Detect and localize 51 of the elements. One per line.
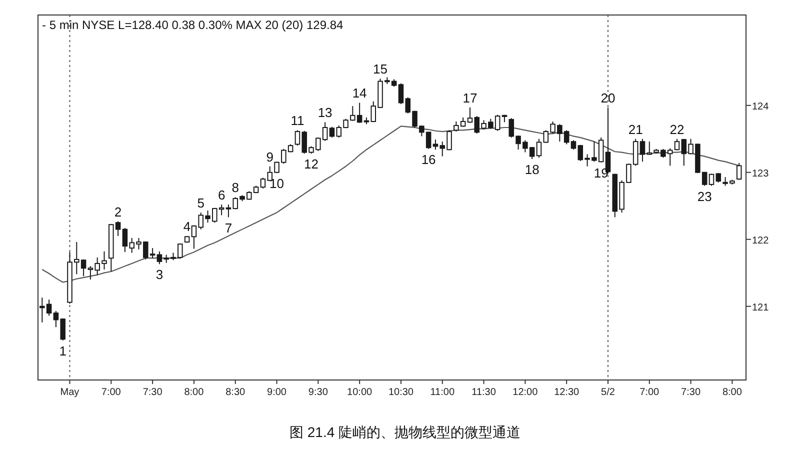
text: 1 [59,343,66,358]
text: 13 [318,105,332,120]
y-tick-label: 122 [752,235,770,246]
x-tick-label: 10:00 [347,387,373,398]
x-tick-label: 11:00 [430,387,455,398]
candlestick [640,138,646,162]
x-tick-label: May [60,387,80,398]
x-tick-label: 9:00 [267,387,287,398]
y-tick-label: 124 [752,101,770,112]
text: 22 [670,122,684,137]
text: 12 [304,156,318,172]
text: 9 [266,149,274,164]
text: 15 [373,62,388,77]
text: 19 [594,165,608,180]
x-tick-label: 9:30 [308,387,328,398]
x-tick-label: 12:30 [554,387,580,398]
text: 5 [197,196,204,211]
x-tick-label: 7:00 [640,387,660,398]
text: 18 [524,162,540,177]
x-tick-label: 8:00 [722,387,742,398]
caption: 图 21.4 陡峭的、抛物线型的微型通道 [289,424,521,440]
text: 23 [697,188,712,204]
text: 16 [421,152,436,167]
text: 10 [270,176,284,192]
text: 17 [462,90,478,106]
candlestick [736,162,742,180]
text: 3 [156,267,164,282]
x-tick-label: 7:30 [142,387,163,398]
candlestick [716,172,722,183]
x-tick-label: 5/2 [601,387,616,398]
text: 20 [600,90,616,106]
text: 6 [218,188,226,203]
candlestick [708,173,714,186]
x-tick-label: 10:30 [388,387,414,398]
y-tick-label: 121 [752,302,770,314]
x-tick-label: 11:30 [472,387,496,398]
x-tick-label: 7:00 [101,387,122,398]
x-tick-label: 8:30 [226,387,246,398]
text: 8 [232,180,239,196]
text: 4 [183,219,191,234]
x-tick-label: 7:30 [681,387,701,398]
y-tick-label: 123 [752,168,770,180]
chart-subtitle: - 5 min NYSE L=128.40 0.38 0.30% MAX 20 (20) 129.84 [42,18,344,32]
x-tick-label: 12:00 [512,387,538,398]
text: 21 [628,122,643,137]
text: 7 [224,220,232,236]
candlestick [674,138,680,151]
x-tick-label: 8:00 [184,387,204,398]
text: 2 [114,204,122,220]
text: 11 [290,113,304,128]
text: 14 [352,86,367,101]
